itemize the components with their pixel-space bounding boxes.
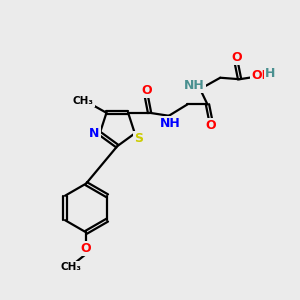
Text: S: S xyxy=(134,132,143,145)
Text: O: O xyxy=(231,51,242,64)
Text: O: O xyxy=(81,242,92,256)
Text: H: H xyxy=(265,67,276,80)
Text: N: N xyxy=(89,127,100,140)
Text: O: O xyxy=(205,119,216,132)
Text: NH: NH xyxy=(160,117,181,130)
Text: O: O xyxy=(141,84,152,97)
Text: CH₃: CH₃ xyxy=(73,96,94,106)
Text: NH: NH xyxy=(184,79,205,92)
Text: OH: OH xyxy=(251,69,272,82)
Text: CH₃: CH₃ xyxy=(60,262,81,272)
